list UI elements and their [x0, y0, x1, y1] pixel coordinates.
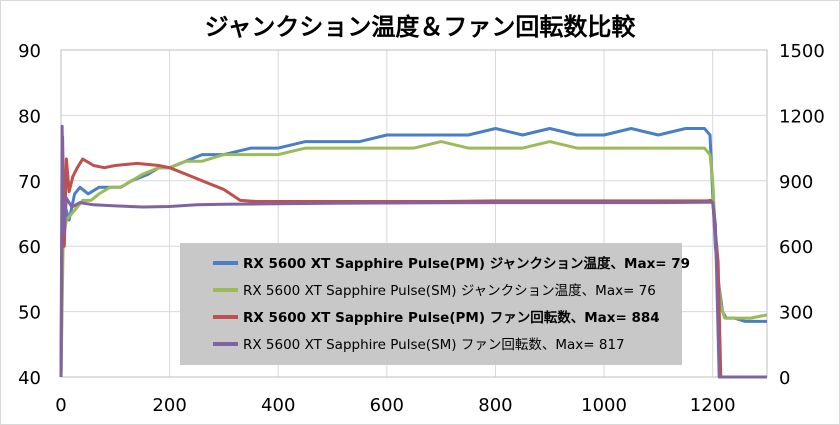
y-left-tick-label: 90 — [18, 41, 41, 62]
series-lines — [59, 124, 768, 379]
y-right-tick-label: 1200 — [779, 106, 825, 127]
legend-box — [180, 243, 682, 365]
legend-label: RX 5600 XT Sapphire Pulse(SM) ファン回転数、Max… — [243, 337, 625, 353]
y-left-tick-label: 60 — [18, 237, 41, 258]
y-right-tick-label: 1500 — [779, 41, 825, 62]
chart-title: ジャンクション温度＆ファン回転数比較 — [205, 13, 637, 41]
x-tick-label: 600 — [370, 395, 404, 416]
x-tick-label: 200 — [152, 395, 186, 416]
y-right-tick-label: 300 — [779, 303, 813, 324]
legend-label: RX 5600 XT Sapphire Pulse(PM) ジャンクション温度、… — [243, 255, 690, 272]
x-tick-label: 0 — [55, 395, 66, 416]
y-left-tick-label: 70 — [18, 172, 41, 193]
y-right-tick-label: 600 — [779, 237, 813, 258]
series-line-4 — [59, 124, 767, 379]
y-left-tick-label: 50 — [18, 303, 41, 324]
y-right-tick-label: 0 — [779, 368, 790, 389]
y-left-tick-label: 80 — [18, 106, 41, 127]
x-tick-label: 1000 — [581, 395, 627, 416]
x-tick-label: 400 — [261, 395, 295, 416]
y-left-tick-label: 40 — [18, 368, 41, 389]
legend: RX 5600 XT Sapphire Pulse(PM) ジャンクション温度、… — [180, 243, 690, 365]
x-tick-label: 800 — [478, 395, 512, 416]
legend-label: RX 5600 XT Sapphire Pulse(SM) ジャンクション温度、… — [243, 283, 656, 299]
y-right-tick-label: 900 — [779, 172, 813, 193]
legend-label: RX 5600 XT Sapphire Pulse(PM) ファン回転数、Max… — [243, 309, 660, 326]
x-tick-label: 1200 — [690, 395, 736, 416]
series-line-2 — [59, 140, 768, 378]
